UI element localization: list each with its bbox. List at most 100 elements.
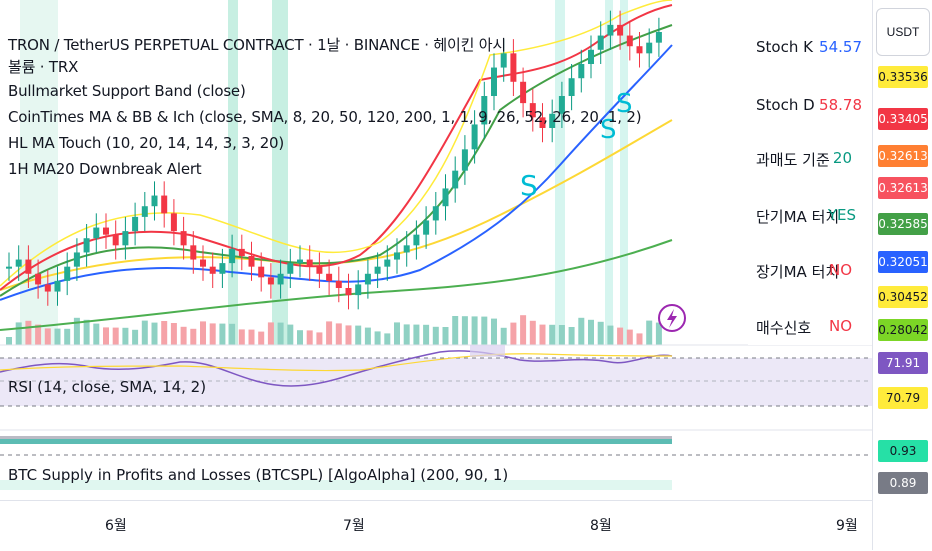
volume-bar [209,323,216,345]
svg-text:S: S [600,115,617,145]
indicator-bullmarket-band[interactable]: Bullmarket Support Band (close) [8,82,246,100]
volume-bar [520,315,527,345]
rsi-tag-ma: 70.79 [878,387,928,409]
volume-bar [54,328,61,345]
ma8-line [0,4,673,291]
indicator-cointimes-ma[interactable]: CoinTimes MA & BB & Ich (close, SMA, 8, … [8,108,642,126]
candle-body [539,117,546,128]
volume-bar [122,327,129,345]
volume-bar [539,324,546,345]
price-tag-bb-upper: 0.33536 [878,66,928,88]
price-axis[interactable]: 0.33536 0.33405 0.32613 0.32613 0.32585 … [872,0,932,550]
price-tag-close: 0.32613 [878,145,928,167]
ma120-line [0,119,673,291]
candle-body [170,213,177,232]
candle-body [529,103,536,118]
volume-bar [568,327,575,345]
candle-body [345,288,352,296]
signal-highlight-bands [20,0,628,345]
stoch-k-value: 54.57 [819,38,862,56]
long-ma-touch-label: 장기MA 터치 [756,263,840,281]
candle-body [200,259,206,267]
candle-body [403,245,410,253]
price-tag-last: 0.32613 [878,177,928,199]
candle-body [277,273,284,285]
volume-bar [297,330,303,345]
candle-body [423,220,430,235]
volume-bar [578,317,585,345]
indicator-hl-ma-touch[interactable]: HL MA Touch (10, 20, 14, 14, 3, 3, 20) [8,134,285,152]
candle-body [326,273,333,281]
candle-body [25,259,32,274]
stoch-table: Stoch K 54.57 Stoch D 58.78 과매도 기준 20 단기… [748,0,872,345]
btcspl-legend[interactable]: BTC Supply in Profits and Losses (BTCSPL… [8,466,509,484]
candle-body [636,46,643,54]
stoch-d-label: Stoch D [756,96,815,114]
volume-bar [636,333,643,345]
btcspl-tag-ma: 0.89 [878,472,928,494]
moving-averages [0,0,673,331]
volume-bar [258,331,265,345]
candle-body [132,216,139,232]
volume-bars [6,315,662,345]
volume-bar [655,322,662,345]
lightning-icon[interactable] [658,304,686,332]
candle-body [578,64,585,79]
candle-body [520,81,527,104]
bb-upper-line [0,0,673,287]
candle-body [432,206,439,221]
candle-body [500,53,507,68]
svg-text:S: S [616,89,633,119]
volume-bar [597,321,604,345]
candle-body [180,231,187,246]
btcspl-pane[interactable] [0,429,872,490]
candle-body [306,259,313,267]
volume-bar [306,330,313,345]
volume-bar [646,320,653,345]
volume-bar [364,327,371,345]
stoch-row-short-ma: 단기MA 터치 YES [748,202,872,230]
candle-body [646,42,653,54]
volume-bar [35,324,42,345]
candle-body [491,67,497,96]
candle-body [355,284,362,296]
candle-body [141,206,148,217]
candle-body [35,273,42,285]
heikin-ashi-candles[interactable] [6,10,662,310]
candle-body [190,245,197,260]
volume-bar [335,323,342,345]
candle-body [452,170,459,189]
ma200-line [0,239,673,331]
volume-bar [345,325,352,345]
time-axis[interactable]: 6월 7월 8월 9월 [0,500,872,551]
stoch-row-oversold: 과매도 기준 20 [748,145,872,173]
volume-bar [384,333,391,345]
volume-legend[interactable]: 볼륨 · TRX [8,58,79,76]
volume-bar [132,329,139,345]
candle-body [335,280,342,288]
volume-bar [452,316,459,345]
volume-bar [500,327,507,345]
volume-bar [83,319,90,345]
volume-bar [44,328,51,345]
candle-body [655,32,662,43]
candle-body [597,35,604,50]
volume-bar [529,320,536,345]
volume-bar [394,322,400,345]
rsi-pane[interactable] [0,344,872,407]
volume-bar [626,329,633,345]
rsi-legend[interactable]: RSI (14, close, SMA, 14, 2) [8,378,207,396]
ma20-line [0,24,673,297]
short-ma-touch-value: YES [827,206,856,224]
candle-body [394,252,400,260]
currency-button[interactable]: USDT [876,8,930,56]
candle-body [54,280,61,292]
volume-bar [93,323,100,345]
chart-title[interactable]: TRON / TetherUS PERPETUAL CONTRACT · 1날 … [8,36,506,54]
indicator-ma20-alert[interactable]: 1H MA20 Downbreak Alert [8,160,202,178]
volume-bar [588,319,594,345]
volume-bar [103,327,109,345]
candle-body [248,256,255,267]
long-ma-touch-value: NO [828,261,852,279]
